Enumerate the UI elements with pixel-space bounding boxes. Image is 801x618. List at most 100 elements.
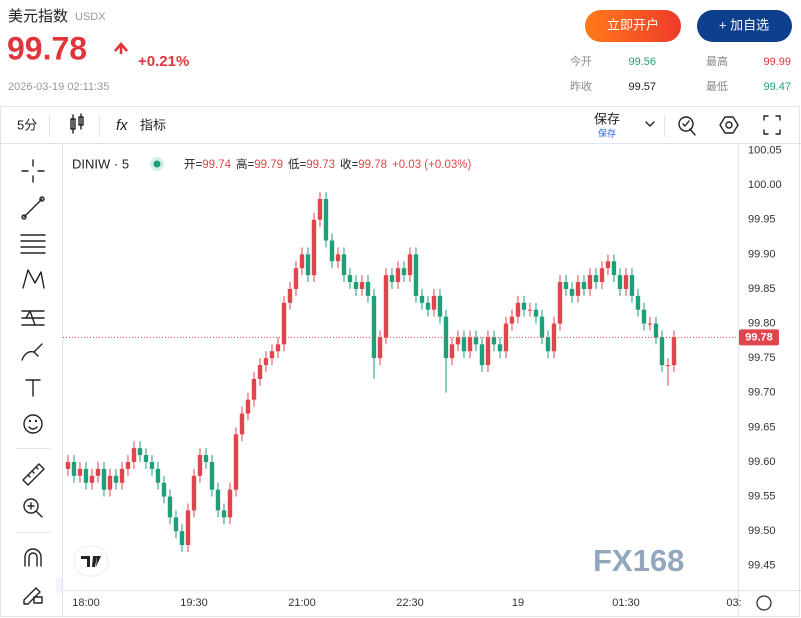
candle-body xyxy=(221,510,227,518)
legend-value: 99.73 xyxy=(306,159,335,171)
timestamp: 2026-03-19 02:11:35 xyxy=(8,81,109,93)
x-tick-label: 01:30 xyxy=(612,597,640,609)
candle-body xyxy=(551,323,557,352)
symbol: DINIW · 5 xyxy=(72,156,129,171)
magnet-icon[interactable] xyxy=(24,548,42,567)
candle-body xyxy=(401,268,407,276)
y-tick-label: 99.45 xyxy=(748,560,776,572)
candle-body xyxy=(299,254,305,269)
plot: 100.05 100.00 99.95 99.90 99.85 99.80 99.75 99.… xyxy=(63,144,782,609)
candle-body xyxy=(161,482,167,497)
candle-body xyxy=(167,496,173,518)
candle-body xyxy=(107,475,113,490)
candle-body xyxy=(497,344,503,352)
lock-draw-icon[interactable] xyxy=(23,587,43,605)
candle-body xyxy=(611,261,617,276)
ruler-icon[interactable] xyxy=(22,463,45,486)
candle-body xyxy=(665,365,671,367)
candle-body xyxy=(617,275,623,289)
dropdown-icon[interactable] xyxy=(645,121,655,127)
stat-label: 昨收 xyxy=(570,79,592,93)
fullscreen-icon[interactable] xyxy=(763,115,781,135)
y-tick-label: 99.90 xyxy=(748,248,776,260)
x-tick-label: 19 xyxy=(512,597,524,609)
candle-body xyxy=(623,275,629,289)
interval[interactable]: 5分 xyxy=(17,117,37,132)
chart-frame xyxy=(0,106,800,617)
candle-body xyxy=(455,337,461,345)
tv-logo-bg xyxy=(73,545,109,577)
brush-icon[interactable] xyxy=(21,343,43,361)
collapse-handle[interactable] xyxy=(56,577,62,593)
change: +0.21% xyxy=(138,53,189,70)
candle-body xyxy=(329,240,335,262)
candle-body xyxy=(149,461,155,469)
candle-body xyxy=(65,461,71,469)
watchlist-button[interactable] xyxy=(697,10,792,42)
text-tool-icon[interactable] xyxy=(25,379,41,397)
x-tick-label: 19:30 xyxy=(180,597,208,609)
candle-body xyxy=(311,219,317,276)
candle-body xyxy=(515,302,521,317)
stat-value: 99.57 xyxy=(628,81,656,93)
candle-body xyxy=(437,295,443,317)
measure-tool-icon[interactable] xyxy=(21,310,45,326)
candle-body xyxy=(425,302,431,310)
y-tick-label: 99.55 xyxy=(748,490,776,502)
candle-body xyxy=(599,268,605,283)
open-account-label[interactable]: 立即开户 xyxy=(607,17,659,32)
candle-body xyxy=(365,282,371,296)
candle-body xyxy=(227,489,233,518)
candle-body xyxy=(245,399,251,414)
candle-body xyxy=(641,309,647,324)
candle-body xyxy=(413,254,419,296)
indicators[interactable]: 指标 xyxy=(140,117,166,132)
candle-body xyxy=(443,316,449,359)
candle-body xyxy=(659,337,665,366)
candle-body xyxy=(197,455,203,476)
watchlist-label[interactable]: + 加自选 xyxy=(719,17,769,32)
y-tick-label: 100.00 xyxy=(748,179,782,191)
line-tool-icon[interactable] xyxy=(21,196,45,220)
candle-body xyxy=(323,198,329,241)
fx-icon[interactable]: fx xyxy=(116,117,128,134)
candle-body xyxy=(131,448,137,462)
candle-body xyxy=(569,288,575,296)
emoji-icon[interactable] xyxy=(23,414,43,434)
fib-tool-icon[interactable] xyxy=(20,234,46,254)
price: 99.78 xyxy=(7,30,87,66)
axis-settings-icon[interactable] xyxy=(756,595,772,611)
candle-body xyxy=(209,461,215,490)
y-tick-label: 99.60 xyxy=(748,456,776,468)
candle-body xyxy=(467,337,473,352)
candle-body xyxy=(653,323,659,338)
zoom-icon[interactable] xyxy=(23,498,43,518)
alert-icon[interactable] xyxy=(678,116,696,136)
candle-body xyxy=(395,268,401,283)
candle-body xyxy=(581,282,587,289)
candle-body xyxy=(629,275,635,296)
candle-body xyxy=(77,468,83,476)
crosshair-icon[interactable] xyxy=(21,159,45,183)
y-tick-label: 99.95 xyxy=(748,214,776,226)
y-tick-label: 99.65 xyxy=(748,421,776,433)
y-tick-label: 99.80 xyxy=(748,317,776,329)
legend-value: 99.79 xyxy=(254,159,283,171)
x-tick-label: 03: xyxy=(726,597,741,609)
candle-body xyxy=(533,309,539,317)
save[interactable]: 保存 xyxy=(594,111,620,126)
candle-body xyxy=(113,475,119,483)
candle-body xyxy=(263,358,269,366)
candle-body xyxy=(101,468,107,490)
legend-change: +0.03 (+0.03%) xyxy=(392,159,471,171)
candle-type-icon[interactable] xyxy=(70,113,84,134)
pattern-tool-icon[interactable] xyxy=(22,269,45,289)
settings-icon[interactable] xyxy=(719,116,739,134)
y-tick-label: 99.70 xyxy=(748,387,776,399)
candle-body xyxy=(83,468,89,483)
open-account-button[interactable] xyxy=(585,10,681,42)
candle-body xyxy=(587,275,593,289)
candle-body xyxy=(545,337,551,352)
candle-body xyxy=(389,275,395,283)
candle-body xyxy=(503,323,509,352)
